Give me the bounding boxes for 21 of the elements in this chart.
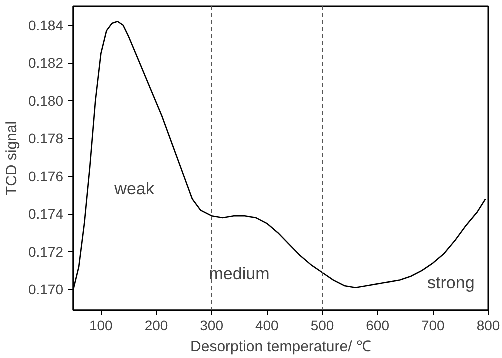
y-tick-label: 0.184 (28, 17, 64, 34)
y-tick-label: 0.182 (28, 55, 64, 72)
y-tick-label: 0.176 (28, 168, 64, 184)
x-tick-label: 600 (366, 318, 390, 334)
x-tick-label: 500 (310, 318, 334, 334)
y-tick-label: 0.174 (28, 206, 64, 222)
annotation: medium (209, 264, 270, 284)
x-tick-label: 200 (144, 318, 168, 334)
annotation: weak (114, 179, 155, 198)
y-tick-label: 0.180 (28, 92, 64, 109)
y-axis-title: TCD signal (3, 121, 20, 196)
y-tick-label: 0.172 (28, 244, 64, 260)
y-tick-label: 0.170 (28, 282, 64, 298)
annotation: strong (428, 274, 475, 293)
x-axis-title: Desorption temperature/ ℃ (190, 338, 372, 356)
x-tick-label: 700 (421, 318, 446, 334)
y-tick-label: 0.178 (28, 130, 64, 147)
x-tick-label: 100 (89, 318, 114, 334)
x-tick-label: 400 (255, 318, 280, 334)
x-tick-label: 800 (476, 318, 500, 334)
x-tick-label: 300 (200, 318, 224, 334)
